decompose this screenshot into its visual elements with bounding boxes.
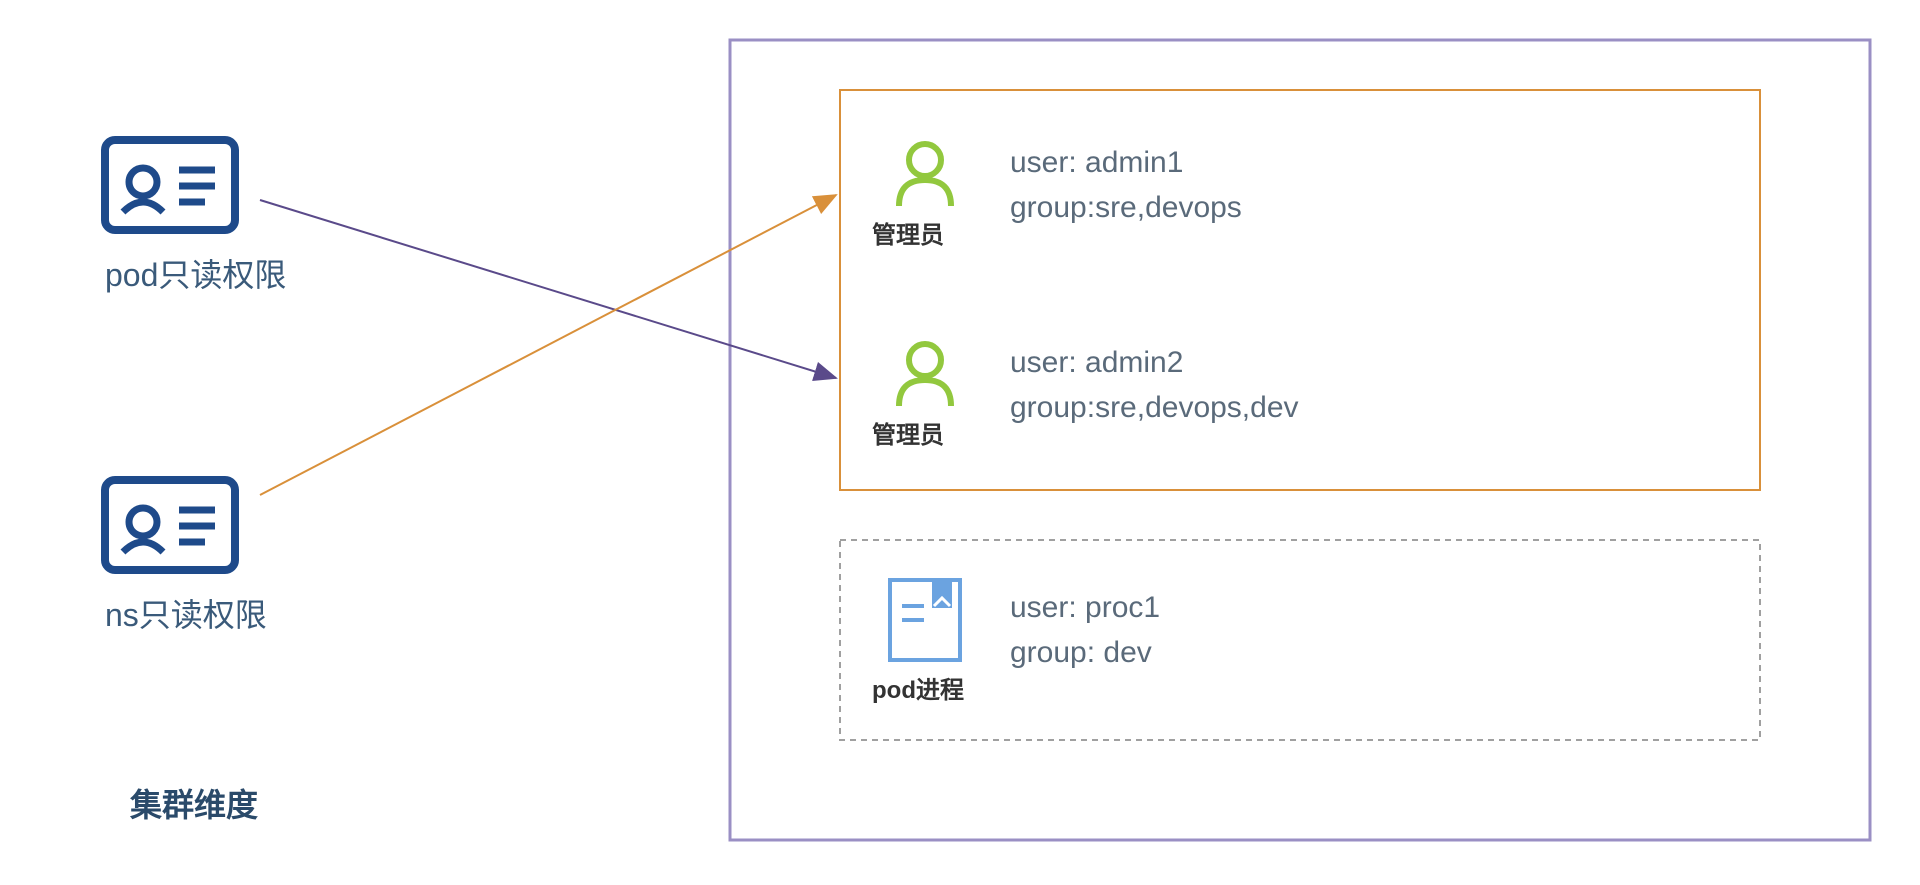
arrow-pod-to-admin2 xyxy=(260,200,836,378)
person-icon xyxy=(899,344,951,406)
card2-label: ns只读权限 xyxy=(105,590,267,636)
proc-group-line: group: dev xyxy=(1010,636,1152,669)
admin2-user-line: user: admin2 xyxy=(1010,346,1183,379)
arrow-ns-to-admin1 xyxy=(260,195,836,495)
admin1-user-text: user: admin1 group:sre,devops xyxy=(1010,140,1242,230)
admin2-group-line: group:sre,devops,dev xyxy=(1010,391,1299,424)
id-card-icon xyxy=(105,140,235,230)
person-icon xyxy=(899,144,951,206)
proc-group-box xyxy=(840,540,1760,740)
admin1-role-label: 管理员 xyxy=(872,215,944,250)
admin1-user-line: user: admin1 xyxy=(1010,146,1183,179)
diagram-canvas xyxy=(0,0,1920,885)
id-card-icon xyxy=(105,480,235,570)
proc-role-label: pod进程 xyxy=(872,670,964,705)
proc-user-line: user: proc1 xyxy=(1010,591,1160,624)
book-icon xyxy=(890,580,960,660)
admin2-role-label: 管理员 xyxy=(872,415,944,450)
cluster-dimension-label: 集群维度 xyxy=(130,780,258,826)
proc-user-text: user: proc1 group: dev xyxy=(1010,585,1160,675)
admin1-group-line: group:sre,devops xyxy=(1010,191,1242,224)
admin-group-box xyxy=(840,90,1760,490)
card1-label: pod只读权限 xyxy=(105,250,286,296)
admin2-user-text: user: admin2 group:sre,devops,dev xyxy=(1010,340,1299,430)
